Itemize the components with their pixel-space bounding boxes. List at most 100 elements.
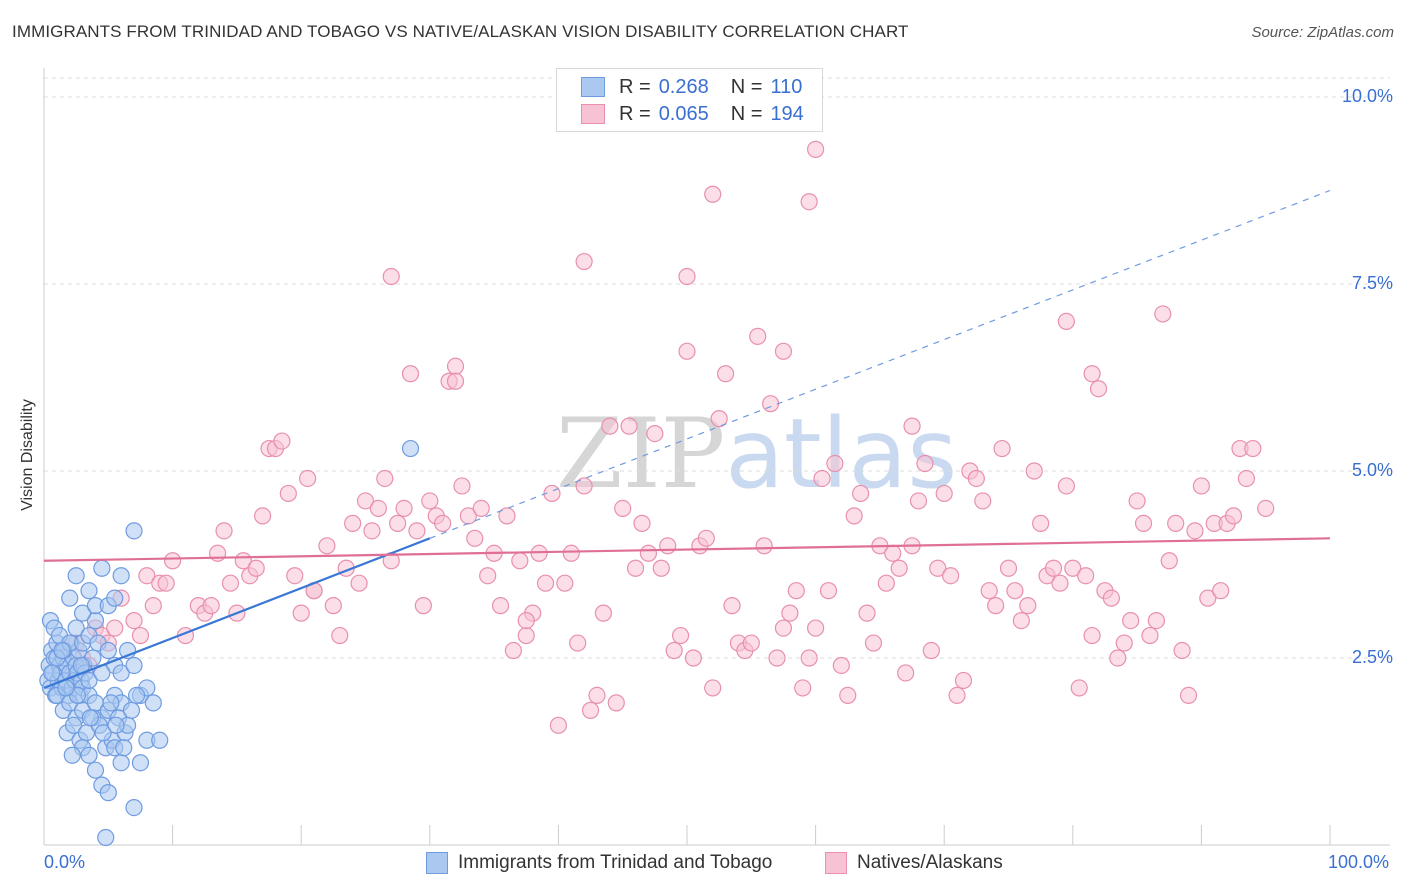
scatter-point — [479, 567, 497, 585]
scatter-point — [446, 372, 465, 390]
scatter-point — [800, 649, 818, 667]
scatter-point — [909, 492, 928, 510]
scatter-point — [575, 477, 593, 495]
scatter-point — [81, 709, 99, 727]
y-tick-label: 5.0% — [1351, 460, 1393, 480]
scatter-point — [125, 798, 143, 817]
legend-swatch-blue — [581, 77, 605, 97]
scatter-point — [665, 641, 683, 660]
scatter-point — [575, 252, 593, 271]
scatter-point — [993, 439, 1011, 458]
scatter-point — [151, 731, 169, 749]
scatter-point — [1083, 626, 1101, 645]
scatter-point — [1102, 589, 1120, 607]
legend-n-label: N = — [730, 102, 763, 125]
scatter-point — [67, 567, 85, 585]
scatter-point — [144, 597, 162, 615]
scatter-point — [1057, 312, 1075, 330]
chart-title: IMMIGRANTS FROM TRINIDAD AND TOBAGO VS N… — [12, 22, 909, 41]
scatter-point — [935, 484, 953, 503]
scatter-point — [678, 267, 696, 286]
scatter-point — [581, 701, 600, 719]
scatter-point — [594, 604, 613, 622]
scatter-point — [122, 701, 141, 719]
pink-series — [67, 140, 1275, 734]
scatter-point — [1224, 507, 1243, 525]
scatter-point — [877, 574, 895, 592]
scatter-point — [794, 679, 812, 697]
scatter-point — [1025, 462, 1043, 480]
scatter-point — [1179, 686, 1198, 705]
scatter-point — [755, 537, 773, 555]
scatter-point — [671, 626, 690, 645]
blue-trend-extension — [429, 189, 1331, 539]
scatter-point — [421, 492, 439, 510]
legend-row-pink: R = 0.065 N = 194 — [581, 102, 826, 126]
scatter-point — [774, 342, 793, 360]
scatter-point — [356, 492, 375, 510]
scatter-point — [697, 529, 715, 547]
legend-swatch-pink — [581, 104, 605, 124]
scatter-point — [1199, 589, 1217, 607]
scatter-point — [1064, 559, 1082, 577]
scatter-point — [331, 626, 349, 645]
scatter-point — [1012, 611, 1030, 630]
scatter-point — [1192, 477, 1211, 495]
source-label: Source: ZipAtlas.com — [1251, 24, 1394, 41]
scatter-point — [800, 193, 818, 211]
scatter-point — [1186, 522, 1204, 540]
scatter-point — [633, 514, 651, 532]
scatter-point — [1122, 611, 1140, 630]
scatter-point — [1044, 559, 1063, 577]
scatter-point — [1006, 582, 1024, 600]
scatter-point — [401, 365, 420, 383]
scatter-point — [369, 499, 387, 517]
scatter-point — [517, 611, 535, 630]
scatter-point — [1109, 649, 1127, 667]
scatter-point — [1089, 380, 1108, 398]
scatter-point — [1212, 582, 1230, 600]
legend: R = 0.268 N = 110 R = 0.065 N = 194 — [556, 68, 823, 132]
scatter-point — [491, 597, 510, 615]
scatter-point — [131, 754, 150, 772]
scatter-point — [1167, 514, 1185, 532]
scatter-point — [626, 559, 645, 577]
legend-r-value: 0.065 — [658, 102, 709, 125]
scatter-point — [864, 634, 883, 652]
scatter-point — [498, 507, 516, 525]
scatter-point — [221, 574, 240, 592]
scatter-point — [382, 267, 400, 286]
scatter-point — [401, 439, 420, 458]
scatter-point — [916, 454, 934, 473]
y-tick-label: 10.0% — [1341, 86, 1393, 106]
scatter-point — [344, 514, 362, 532]
scatter-point — [1083, 365, 1101, 383]
scatter-point — [1057, 477, 1075, 495]
scatter-point — [639, 544, 658, 562]
scatter-point — [73, 604, 92, 622]
scatter-point — [106, 589, 124, 607]
scatter-point — [453, 477, 471, 495]
scatter-point — [1032, 514, 1050, 532]
scatter-point — [942, 567, 960, 585]
legend-n-value: 110 — [770, 75, 803, 98]
scatter-point — [64, 716, 83, 734]
scatter-point — [1128, 492, 1146, 510]
scatter-point — [652, 559, 670, 577]
scatter-point — [646, 425, 664, 443]
scatter-point — [987, 597, 1005, 615]
scatter-point — [395, 499, 413, 517]
scatter-point — [279, 484, 297, 503]
scatter-point — [536, 574, 555, 592]
scatter-point — [511, 552, 529, 570]
scatter-point — [1141, 626, 1159, 645]
scatter-point — [607, 694, 625, 712]
scatter-point — [742, 634, 760, 652]
legend-r-label: R = — [619, 102, 651, 125]
scatter-point — [1115, 634, 1133, 652]
scatter-point — [446, 357, 465, 375]
scatter-point — [1019, 597, 1037, 615]
scatter-point — [1237, 469, 1256, 488]
scatter-point — [86, 761, 105, 779]
